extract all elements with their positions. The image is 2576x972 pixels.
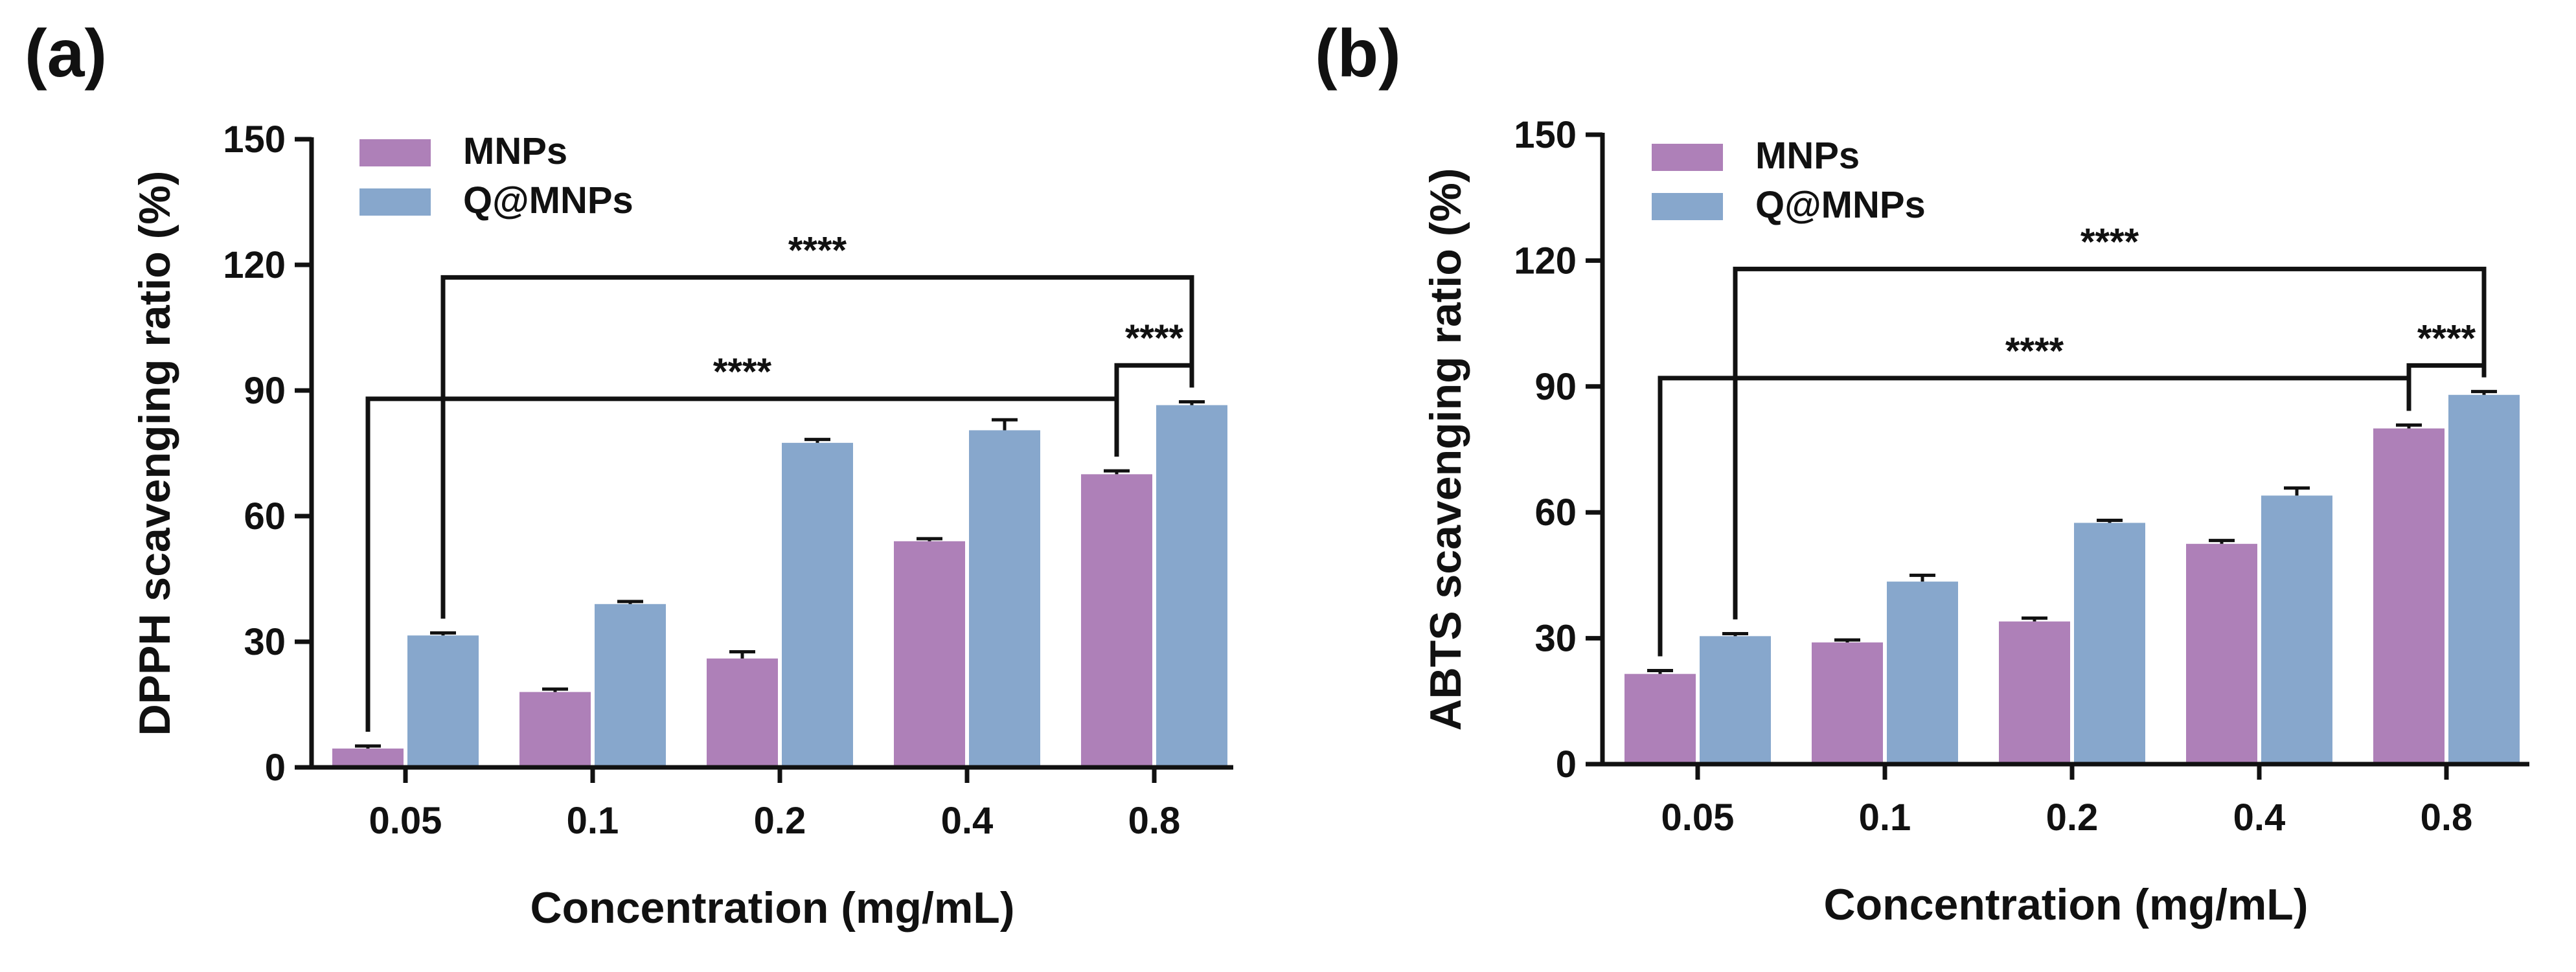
bar-mnps-0.8 (2373, 428, 2445, 764)
y-tick-label: 150 (1514, 114, 1577, 156)
legend-swatch-mnps (1652, 144, 1723, 171)
y-tick-label: 0 (1556, 743, 1577, 786)
legend-label: Q@MNPs (1755, 184, 1926, 226)
x-tick-label: 0.8 (1128, 800, 1181, 842)
x-tick-label: 0.2 (2046, 797, 2099, 839)
x-tick-label: 0.4 (941, 800, 994, 842)
significance-label: **** (1125, 317, 1184, 359)
significance-bracket (440, 275, 1194, 619)
x-tick-label: 0.1 (1859, 797, 1911, 839)
bar-mnps-0.1 (519, 692, 591, 767)
bar-mnps-0.05 (1624, 673, 1696, 764)
significance-label: **** (2417, 317, 2476, 359)
y-axis-title: DPPH scavenging ratio (%) (130, 171, 179, 736)
bar-q-mnps-0.2 (782, 442, 853, 767)
bar-mnps-0.2 (1999, 621, 2070, 764)
bar-q-mnps-0.1 (1887, 582, 1958, 764)
bar-q-mnps-0.4 (969, 430, 1040, 767)
bar-q-mnps-0.4 (2261, 495, 2332, 764)
y-tick-label: 0 (265, 747, 286, 789)
x-tick-label: 0.05 (369, 800, 442, 842)
bar-q-mnps-0.2 (2074, 523, 2145, 764)
legend-swatch-q-mnps (1652, 193, 1723, 220)
y-tick-label: 150 (223, 119, 286, 161)
panel-label: (a) (25, 16, 107, 91)
legend-swatch-q-mnps (359, 188, 431, 216)
significance-bracket (1733, 266, 2487, 620)
legend-label: MNPs (1755, 135, 1860, 177)
panel-b-abts-chart: (b) 0 30 60 90 120 150 0.05 0.1 0.2 0.4 0.8 Concentr… (1315, 16, 2529, 929)
y-tick-label: 60 (1534, 492, 1577, 534)
x-axis-title: Concentration (mg/mL) (1824, 880, 2308, 929)
x-tick-label: 0.4 (2233, 797, 2286, 839)
bar-mnps-0.2 (707, 658, 778, 767)
bar-mnps-0.8 (1081, 474, 1152, 767)
bar-q-mnps-0.1 (595, 604, 666, 767)
bar-mnps-0.4 (2186, 543, 2257, 764)
x-tick-label: 0.05 (1661, 797, 1735, 839)
significance-label: **** (2080, 221, 2139, 263)
x-tick-label: 0.1 (567, 800, 619, 842)
bar-q-mnps-0.8 (1156, 405, 1227, 767)
y-tick-label: 30 (244, 621, 286, 663)
y-tick-label: 30 (1534, 618, 1577, 660)
significance-label: **** (2005, 330, 2064, 372)
bar-q-mnps-0.8 (2448, 394, 2520, 764)
bar-q-mnps-0.05 (407, 635, 479, 767)
bar-mnps-0.1 (1812, 642, 1883, 764)
legend-label: Q@MNPs (463, 179, 633, 221)
significance-bracket (1114, 363, 1194, 457)
significance-bracket (2406, 363, 2487, 411)
y-tick-label: 90 (1534, 366, 1577, 408)
panel-a-dpph-chart: (a) 0 30 60 90 120 150 0.05 0.1 0.2 0.4 0.8 Concentr… (25, 16, 1233, 932)
bar-mnps-0.05 (332, 748, 404, 767)
legend-swatch-mnps (359, 139, 431, 166)
y-tick-label: 120 (1514, 240, 1577, 282)
significance-label: **** (713, 351, 772, 393)
y-tick-label: 60 (244, 495, 286, 537)
legend-label: MNPs (463, 130, 567, 172)
significance-label: **** (788, 229, 847, 271)
x-tick-label: 0.2 (754, 800, 806, 842)
y-axis-title: ABTS scavenging ratio (%) (1421, 168, 1470, 730)
panel-label: (b) (1315, 16, 1401, 91)
y-tick-label: 90 (244, 370, 286, 412)
bar-q-mnps-0.05 (1700, 636, 1771, 764)
x-axis-title: Concentration (mg/mL) (530, 883, 1015, 932)
x-tick-label: 0.8 (2421, 797, 2473, 839)
y-tick-label: 120 (223, 244, 286, 286)
bar-mnps-0.4 (894, 541, 965, 767)
